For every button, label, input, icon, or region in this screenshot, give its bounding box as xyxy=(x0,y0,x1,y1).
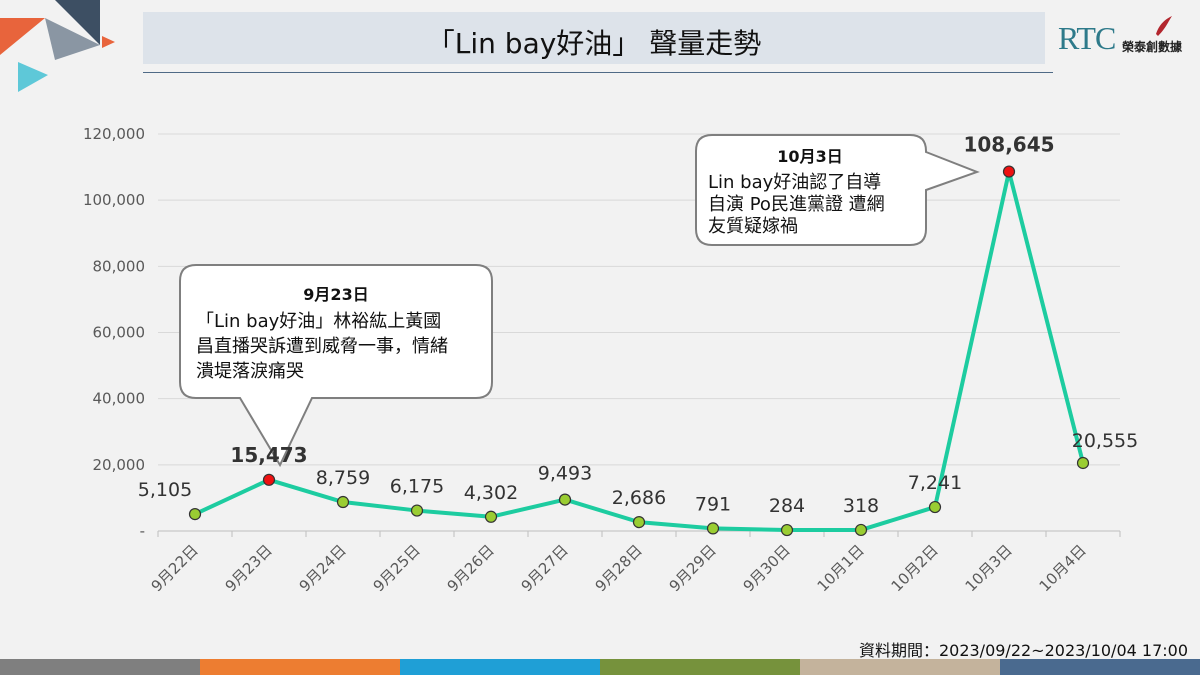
x-tick-label: 10月3日 xyxy=(962,541,1016,595)
bottom-stripe-5 xyxy=(1000,659,1200,675)
data-point xyxy=(1076,456,1090,470)
x-tick-label: 9月23日 xyxy=(222,541,276,595)
data-label: 4,302 xyxy=(464,482,518,504)
data-point xyxy=(484,510,498,523)
x-tick-label: 9月28日 xyxy=(592,541,646,595)
peak-data-point xyxy=(262,473,276,486)
x-tick-label: 10月2日 xyxy=(888,541,942,595)
data-period-note: 資料期間：2023/09/22~2023/10/04 17:00 xyxy=(858,641,1188,660)
y-tick-label: 100,000 xyxy=(83,191,145,209)
data-point xyxy=(632,516,646,529)
data-point xyxy=(410,504,424,517)
data-label: 6,175 xyxy=(390,476,444,498)
data-label: 5,105 xyxy=(138,479,192,501)
dark-triangle-shape xyxy=(55,0,100,45)
callout-sep23-title: 9月23日 xyxy=(303,285,368,304)
x-tick-label: 9月29日 xyxy=(666,541,720,595)
cyan-triangle-shape xyxy=(18,62,48,92)
bottom-stripe-3 xyxy=(600,659,800,675)
data-label: 7,241 xyxy=(908,472,962,494)
x-tick-label: 10月1日 xyxy=(814,541,868,595)
bottom-stripe-2 xyxy=(400,659,600,675)
grey-triangle-shape xyxy=(45,18,100,60)
title-bar: 「Lin bay好油」 聲量走勢 xyxy=(143,12,1045,64)
callout-oct3-line: 自演 Po民進黨證 遭網 xyxy=(708,194,885,215)
data-label: 9,493 xyxy=(538,463,592,485)
x-tick-label: 9月30日 xyxy=(740,541,794,595)
brand-logo: RTC 榮泰創數據 xyxy=(1058,16,1198,60)
x-tick-label: 9月24日 xyxy=(296,541,350,595)
y-tick-label: 80,000 xyxy=(93,257,146,275)
brand-logo-text: RTC xyxy=(1058,20,1116,56)
bottom-color-bar xyxy=(0,659,1200,675)
title-divider xyxy=(143,72,1053,73)
y-tick-label: 120,000 xyxy=(83,125,145,143)
callout-oct3-title: 10月3日 xyxy=(777,147,842,166)
x-tick-label: 9月26日 xyxy=(444,541,498,595)
brand-leaf-icon xyxy=(1156,16,1172,36)
callout-oct3-line: Lin bay好油認了自導 xyxy=(708,172,881,193)
bottom-stripe-1 xyxy=(200,659,400,675)
corner-logo-shapes xyxy=(0,0,115,92)
brand-name: 榮泰創數據 xyxy=(1122,40,1183,54)
data-label: 2,686 xyxy=(612,487,666,509)
y-tick-label: 20,000 xyxy=(93,456,146,474)
callout-sep23-bubble xyxy=(179,264,493,468)
data-point xyxy=(558,493,572,506)
data-label: 20,555 xyxy=(1072,430,1138,452)
callout-sep23-line: 「Lin bay好油」林裕紘上黃國 xyxy=(196,311,441,332)
page-title: 「Lin bay好油」 聲量走勢 xyxy=(426,27,762,60)
bottom-stripe-0 xyxy=(0,659,200,675)
y-tick-label: - xyxy=(140,522,145,540)
callout-sep23-line: 潰堤落淚痛哭 xyxy=(196,361,304,382)
small-orange-triangle-shape xyxy=(102,36,115,48)
data-point xyxy=(928,500,942,514)
x-tick-label: 9月25日 xyxy=(370,541,424,595)
peak-data-point xyxy=(1002,165,1016,178)
y-tick-label: 60,000 xyxy=(93,324,146,342)
data-point xyxy=(854,523,868,537)
data-point xyxy=(780,523,794,537)
data-point xyxy=(336,495,350,509)
bottom-stripe-4 xyxy=(800,659,1000,675)
data-point xyxy=(188,508,202,521)
callout-sep23-line: 昌直播哭訴遭到威脅一事，情緒 xyxy=(196,336,448,357)
orange-triangle-shape xyxy=(0,18,45,55)
y-tick-label: 40,000 xyxy=(93,390,146,408)
data-label: 318 xyxy=(843,495,879,517)
callout-oct3 xyxy=(695,134,980,246)
data-label: 108,645 xyxy=(963,133,1054,157)
callout-oct3-line: 友質疑嫁禍 xyxy=(708,216,798,237)
data-label: 284 xyxy=(769,495,805,517)
data-label: 15,473 xyxy=(230,443,307,467)
x-tick-label: 10月4日 xyxy=(1036,541,1090,595)
data-label: 8,759 xyxy=(316,467,370,489)
data-label: 791 xyxy=(695,493,731,515)
data-point xyxy=(706,522,720,535)
callout-oct3-bubble xyxy=(695,134,980,246)
callout-sep23 xyxy=(179,264,493,468)
x-tick-label: 9月27日 xyxy=(518,541,572,595)
x-tick-label: 9月22日 xyxy=(148,541,202,595)
